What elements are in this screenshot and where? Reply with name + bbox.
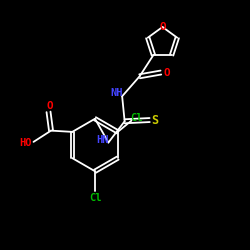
Text: HO: HO (19, 138, 32, 148)
Text: HN: HN (96, 135, 108, 145)
Text: O: O (159, 22, 166, 32)
Text: S: S (152, 114, 159, 126)
Text: Cl: Cl (131, 113, 143, 123)
Text: O: O (46, 102, 53, 112)
Text: O: O (163, 68, 170, 78)
Text: Cl: Cl (89, 193, 101, 203)
Text: NH: NH (110, 88, 123, 98)
